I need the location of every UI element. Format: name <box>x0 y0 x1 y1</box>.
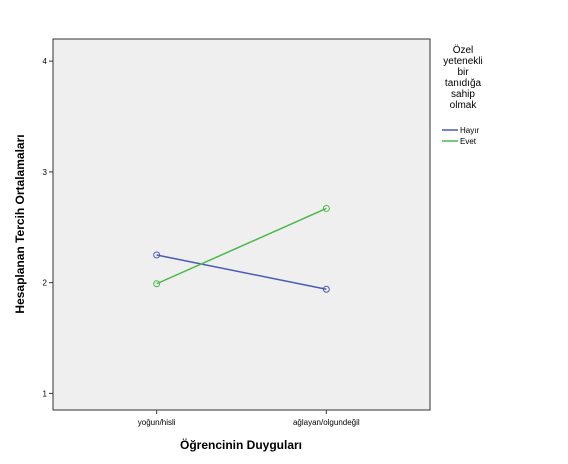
legend: Özel yetenekli bir tanıdığa sahip olmak … <box>442 44 483 146</box>
legend-title-line: tanıdığa <box>445 78 482 89</box>
x-axis: yoğun/hisli ağlayan/olgundeğil <box>138 410 360 427</box>
legend-title-line: yetenekli <box>443 56 482 67</box>
data-point <box>153 251 161 259</box>
x-axis-title: Öğrencinin Duyguları <box>180 437 302 452</box>
data-point <box>153 280 161 288</box>
y-axis-title: Hesaplanan Tercih Ortalamaları <box>13 134 27 313</box>
legend-title-line: sahip <box>451 89 475 100</box>
legend-label-hayir: Hayır <box>460 126 479 135</box>
x-tick-label: ağlayan/olgundeğil <box>293 418 360 427</box>
legend-title-line: olmak <box>450 100 478 111</box>
series-line-1 <box>156 207 327 285</box>
plot-area <box>52 38 431 411</box>
y-tick-label: 3 <box>43 168 48 177</box>
series-line-0 <box>156 254 327 291</box>
legend-title-line: bir <box>457 67 469 78</box>
data-point <box>322 285 330 293</box>
legend-title-line: Özel <box>453 44 474 56</box>
y-tick-label: 2 <box>43 279 48 288</box>
series-layer <box>153 204 330 293</box>
y-tick-label: 4 <box>43 57 48 66</box>
x-tick-label: yoğun/hisli <box>138 418 176 427</box>
y-axis: 1 2 3 4 <box>43 57 53 398</box>
y-tick-label: 1 <box>43 389 48 398</box>
data-point <box>322 204 330 212</box>
legend-label-evet: Evet <box>460 137 477 146</box>
